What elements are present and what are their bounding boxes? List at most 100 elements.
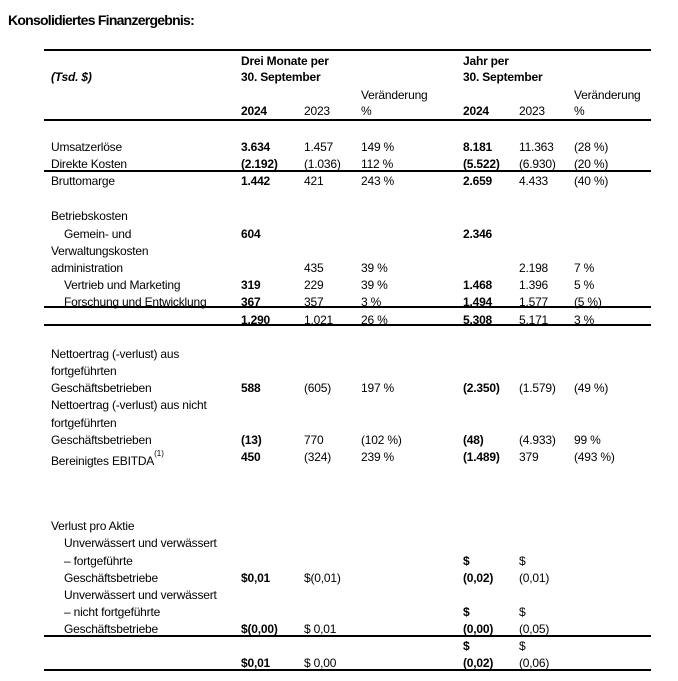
row-eps-total-dollar: $ $ [0, 638, 678, 655]
table-header-row-3: Veränderung Veränderung [0, 87, 678, 104]
cell-3m-2023: $ 0,01 [304, 622, 337, 636]
cell-year-2024: 2.346 [463, 226, 493, 241]
cell-3m-2024: (13) [241, 432, 262, 447]
cell-year-2023: (0,06) [519, 656, 550, 671]
cell-year-2024: 2.659 [463, 174, 493, 189]
cell-year-2023: 4.433 [519, 174, 549, 189]
cell-3m-change: 39 % [361, 261, 388, 275]
cell-year-change: (49 %) [574, 381, 609, 396]
row-label: – fortgeführte [64, 553, 133, 568]
row-label: Nettoertrag (-verlust) aus [51, 346, 180, 361]
page-title: Konsolidiertes Finanzergebnis: [8, 11, 195, 28]
cell-3m-2024: $(0,00) [241, 622, 278, 636]
header-three-months-line1: Drei Monate per [241, 54, 329, 69]
table-header-row-1: Drei Monate per Jahr per [0, 53, 678, 70]
cell-3m-2023: 435 [304, 261, 324, 275]
cell-3m-change: 243 % [361, 174, 395, 189]
header-bottom-rule [44, 118, 651, 121]
cell-year-2023: 2.198 [519, 261, 549, 275]
cell-year-2023: 1.396 [519, 278, 549, 293]
header-change-3m-line1: Veränderung [361, 87, 428, 102]
cell-3m-change: 149 % [361, 139, 395, 154]
cell-year-2024: 8.181 [463, 139, 493, 154]
cell-3m-change: 3 % [361, 295, 382, 310]
cell-year-2023: (0,01) [519, 570, 550, 585]
cell-3m-2024: 1.290 [241, 312, 271, 327]
cell-3m-2023: 229 [304, 278, 324, 293]
row-geschaeftsbetriebe-2: Geschäftsbetriebe $(0,00) $ 0,01 (0,00) … [0, 621, 678, 638]
footnote-marker: (1) [154, 448, 164, 458]
row-nettoertrag-fortgefuehrt-values: Geschäftsbetrieben 588 (605) 197 % (2.35… [0, 380, 678, 397]
cell-year-2023: (1.579) [519, 381, 556, 396]
cell-year-2024: $ [463, 553, 470, 568]
cell-3m-2024: 367 [241, 295, 261, 310]
cell-year-2024: (0,00) [463, 622, 494, 636]
cell-year-change: 7 % [574, 261, 595, 275]
cell-year-2023: 11.363 [519, 139, 554, 154]
row-label: Unverwässert und verwässert [64, 587, 217, 602]
cell-3m-2023: 1.457 [304, 139, 334, 154]
cell-3m-2023: 421 [304, 174, 324, 189]
row-administration: administration 435 39 % 2.198 7 % [0, 260, 678, 277]
row-label: Direkte Kosten [51, 157, 127, 172]
cell-year-2023: (4.933) [519, 432, 556, 447]
cell-year-2023: (0,05) [519, 622, 550, 636]
row-verwaltungskosten: Verwaltungskosten [0, 243, 678, 260]
cell-year-2024: 1.468 [463, 278, 493, 293]
row-label: Unverwässert und verwässert [64, 536, 217, 551]
header-change-3m-line2: % [361, 104, 372, 119]
row-label: fortgeführten [51, 364, 117, 378]
row-nettoertrag-fortgefuehrt-line1: Nettoertrag (-verlust) aus [0, 346, 678, 363]
row-label: Geschäftsbetriebe [64, 622, 158, 636]
cell-3m-2023: $ 0,00 [304, 656, 337, 671]
row-label: Betriebskosten [51, 209, 128, 224]
row-nettoertrag-nicht-fortgefuehrt-line2: fortgeführten [0, 415, 678, 432]
row-label: Forschung und Entwicklung [64, 295, 207, 310]
eps-total-top-rule [44, 634, 651, 637]
row-nettoertrag-nicht-fortgefuehrt-line1: Nettoertrag (-verlust) aus nicht [0, 397, 678, 414]
cell-year-2023: 5.171 [519, 312, 549, 327]
cell-year-2023: 379 [519, 450, 539, 464]
cell-3m-change: 239 % [361, 450, 395, 464]
cell-3m-2023: (605) [304, 381, 332, 396]
row-label: administration [51, 261, 123, 275]
cell-3m-change: 112 % [361, 157, 394, 172]
header-change-year-line1: Veränderung [574, 87, 641, 102]
header-3m-2024: 2024 [241, 104, 267, 119]
cell-3m-2024: (2.192) [241, 157, 278, 172]
cell-year-2023: $ [519, 553, 526, 568]
cell-year-2024: $ [463, 604, 470, 619]
row-betriebskosten-total: 1.290 1.021 26 % 5.308 5.171 3 % [0, 312, 678, 329]
row-vertrieb-marketing: Vertrieb und Marketing 319 229 39 % 1.46… [0, 277, 678, 294]
row-label: Gemein- und [64, 226, 132, 241]
table-top-rule [44, 48, 651, 51]
header-three-months-line2: 30. September [241, 70, 321, 85]
cell-3m-2023: (324) [304, 450, 332, 464]
cell-year-change: (28 %) [574, 139, 609, 154]
cell-3m-2024: $0,01 [241, 570, 271, 585]
cell-year-change: (5 %) [574, 295, 602, 310]
table-header-row-2: (Tsd. $) 30. September 30. September [0, 69, 678, 86]
cell-year-2023: $ [519, 639, 526, 654]
row-label: Verwaltungskosten [51, 243, 149, 258]
row-umsatzerloese: Umsatzerlöse 3.634 1.457 149 % 8.181 11.… [0, 139, 678, 156]
row-label: Geschäftsbetriebe [64, 570, 158, 585]
row-label: fortgeführten [51, 415, 117, 430]
row-forschung-entwicklung: Forschung und Entwicklung 367 357 3 % 1.… [0, 294, 678, 311]
cell-year-change: 3 % [574, 312, 595, 327]
cell-3m-change: 197 % [361, 381, 395, 396]
row-bereinigtes-ebitda: Bereinigtes EBITDA(1) 450 (324) 239 % (1… [0, 448, 678, 468]
cell-3m-change: (102 %) [361, 432, 402, 447]
opex-total-bottom-rule [44, 324, 651, 327]
row-nettoertrag-nicht-fortgefuehrt-values: Geschäftsbetrieben (13) 770 (102 %) (48)… [0, 432, 678, 449]
cell-3m-2024: 588 [241, 381, 261, 396]
row-verlust-pro-aktie: Verlust pro Aktie [0, 518, 678, 535]
cell-3m-2024: 604 [241, 226, 261, 241]
row-label: Vertrieb und Marketing [64, 278, 181, 293]
row-nicht-fortgefuehrte: – nicht fortgeführte $ $ [0, 604, 678, 621]
row-label: Verlust pro Aktie [51, 519, 135, 534]
cell-3m-2023: $(0,01) [304, 570, 341, 585]
cell-3m-2024: 319 [241, 278, 261, 293]
row-label: Nettoertrag (-verlust) aus nicht [51, 398, 207, 413]
row-unverwaessert-2: Unverwässert und verwässert [0, 587, 678, 604]
